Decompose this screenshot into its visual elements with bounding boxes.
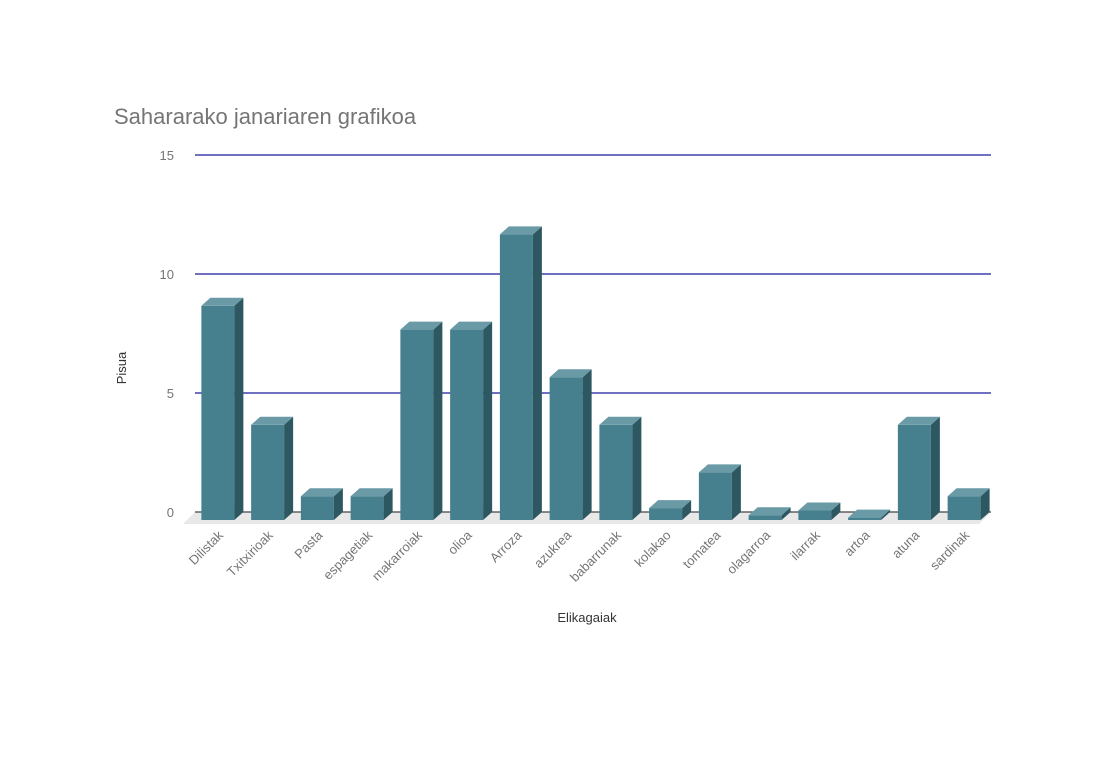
bar-top	[499, 226, 542, 235]
bar-front	[798, 510, 832, 520]
y-tick-label: 5	[167, 386, 174, 401]
y-tick-label: 15	[160, 148, 174, 163]
bar	[649, 500, 692, 520]
bar	[549, 369, 592, 520]
bar-front	[947, 496, 981, 520]
bar-front	[848, 517, 882, 520]
bar-front	[251, 424, 285, 520]
bar-top	[350, 488, 393, 497]
bar	[300, 488, 343, 520]
chart-title: Sahararako janariaren grafikoa	[114, 104, 417, 129]
bar-side	[483, 321, 493, 520]
bar-top	[947, 488, 990, 497]
bar-front	[698, 472, 732, 520]
x-tick-label: artoa	[841, 527, 873, 559]
bar-side	[831, 502, 841, 520]
bar-side	[284, 416, 294, 520]
bar-top	[649, 500, 692, 509]
x-tick-label: kolakao	[631, 528, 673, 570]
bar-top	[798, 502, 841, 511]
bar-front	[897, 424, 931, 520]
bar	[798, 502, 841, 520]
bar	[450, 321, 493, 520]
bar	[947, 488, 990, 520]
x-tick-label: babarrunak	[567, 527, 624, 584]
y-tick-label: 10	[160, 267, 174, 282]
bar-front	[499, 234, 533, 520]
x-tick-label: Arroza	[487, 527, 525, 565]
bar-top	[698, 464, 741, 473]
bar-front	[400, 329, 434, 520]
bar-side	[731, 464, 741, 520]
bar	[201, 297, 244, 520]
bar-side	[682, 500, 692, 520]
bar-front	[201, 305, 235, 520]
bar	[350, 488, 393, 520]
x-tick-label: espagetiak	[320, 527, 375, 582]
x-tick-label: Pasta	[291, 527, 326, 562]
x-tick-label: atuna	[889, 527, 923, 561]
bar-front	[350, 496, 384, 520]
bar-top	[300, 488, 343, 497]
bar	[698, 464, 741, 520]
bar-side	[980, 488, 990, 520]
x-tick-label: tomatea	[680, 527, 724, 571]
bar-top	[251, 416, 294, 425]
bar-side	[383, 488, 393, 520]
bar-front	[450, 329, 484, 520]
x-tick-label: olagarroa	[724, 527, 774, 577]
x-tick-label: makarroiak	[369, 527, 425, 583]
bar-side	[781, 507, 791, 520]
x-tick-label: azukrea	[531, 527, 575, 571]
bar	[599, 416, 642, 520]
bar-side	[632, 416, 642, 520]
bar-front	[549, 377, 583, 520]
bar-front	[649, 508, 683, 520]
bar-top	[848, 509, 891, 518]
x-tick-label: Dilistak	[186, 527, 227, 568]
bar-side	[433, 321, 443, 520]
bars	[201, 226, 990, 520]
bar	[251, 416, 294, 520]
bar-top	[400, 321, 443, 330]
bar	[499, 226, 542, 520]
bar-top	[549, 369, 592, 378]
y-axis-title: Pisua	[114, 351, 129, 384]
gridlines	[195, 154, 991, 513]
bar-top	[450, 321, 493, 330]
y-axis-ticks: 0 5 10 15	[160, 148, 174, 520]
bar-side	[881, 509, 891, 520]
x-tick-label: olioa	[445, 527, 476, 558]
y-tick-label: 0	[167, 505, 174, 520]
bar	[748, 507, 791, 520]
x-tick-label: ilarrak	[787, 527, 823, 563]
x-axis-title: Elikagaiak	[557, 610, 617, 625]
bar-top	[748, 507, 791, 516]
bar-side	[582, 369, 592, 520]
bar	[897, 416, 940, 520]
bar	[848, 509, 891, 520]
bar-side	[930, 416, 940, 520]
bar-top	[897, 416, 940, 425]
x-tick-label: sardinak	[927, 527, 973, 573]
bar-front	[748, 515, 782, 520]
bar-top	[201, 297, 244, 306]
bar-side	[333, 488, 343, 520]
bar-front	[300, 496, 334, 520]
bar-side	[532, 226, 542, 520]
bar-side	[234, 297, 244, 520]
x-tick-label: Txitxirioak	[224, 527, 276, 579]
bar-top	[599, 416, 642, 425]
bar-front	[599, 424, 633, 520]
bar	[400, 321, 443, 520]
